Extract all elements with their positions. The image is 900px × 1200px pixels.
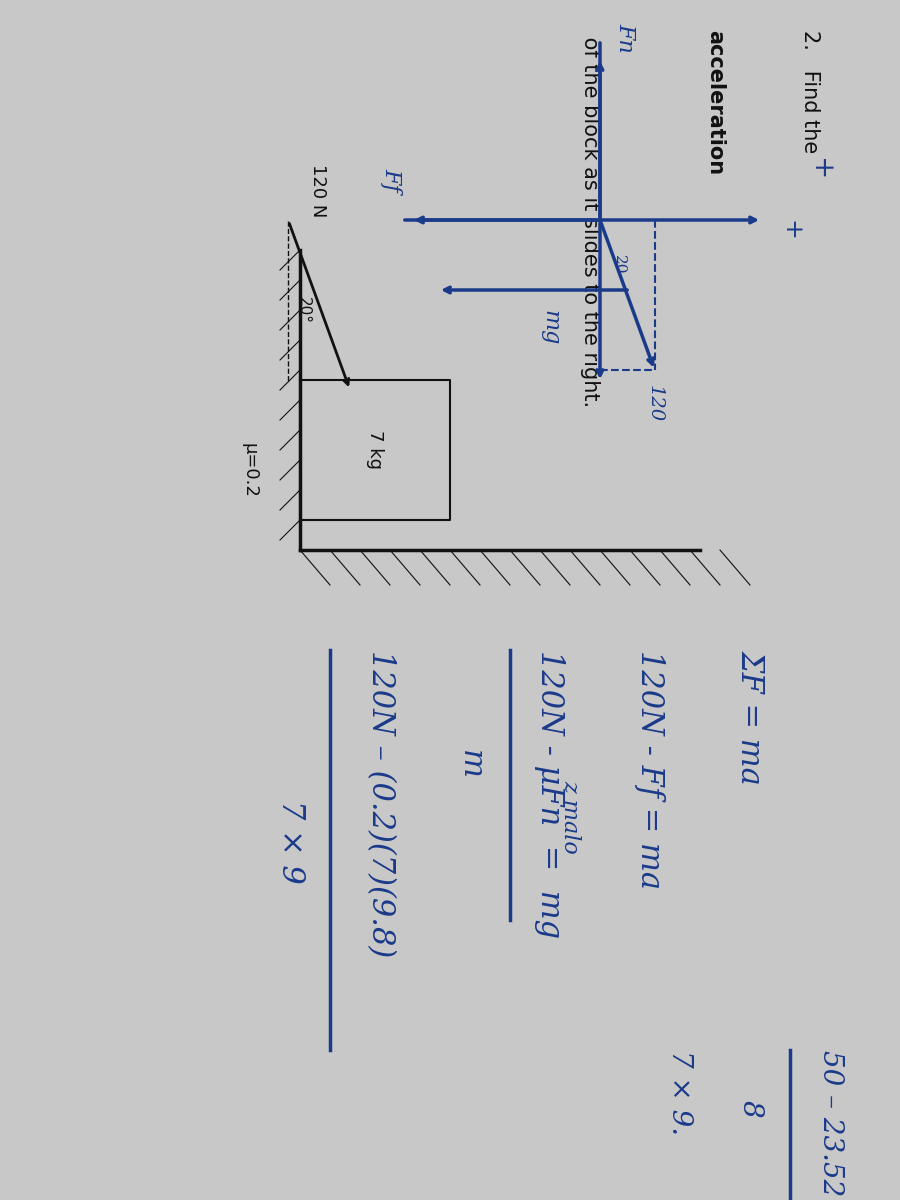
Text: mg: mg [539,310,561,346]
Text: 8: 8 [736,1100,763,1117]
Text: 7 × 9.: 7 × 9. [667,1050,694,1135]
Text: acceleration: acceleration [705,30,725,175]
Text: 120: 120 [645,385,663,422]
Text: 120N – (0.2)(7)(9.8): 120N – (0.2)(7)(9.8) [364,650,395,958]
Text: 120N - μFn  =  mg: 120N - μFn = mg [535,650,565,938]
Text: Ff: Ff [380,168,402,192]
Text: 7 × 9: 7 × 9 [274,800,305,883]
Text: 120 N: 120 N [310,164,328,217]
Text: z malo: z malo [559,780,581,853]
Text: of the block as it slides to the right.: of the block as it slides to the right. [580,30,600,407]
Text: ΣF = ma: ΣF = ma [734,650,766,785]
Text: +: + [806,158,833,181]
Text: μ=0.2: μ=0.2 [241,443,259,498]
Text: Fn: Fn [614,23,636,53]
Text: 50 – 23.52: 50 – 23.52 [816,1050,843,1196]
Text: m: m [454,750,485,779]
Text: 20°: 20° [296,298,310,324]
Text: 20: 20 [612,256,626,275]
Text: 120N - Ff = ma: 120N - Ff = ma [634,650,665,889]
Text: 7 kg: 7 kg [366,431,384,469]
Text: +: + [778,220,802,240]
Text: 2.   Find the: 2. Find the [800,30,820,160]
